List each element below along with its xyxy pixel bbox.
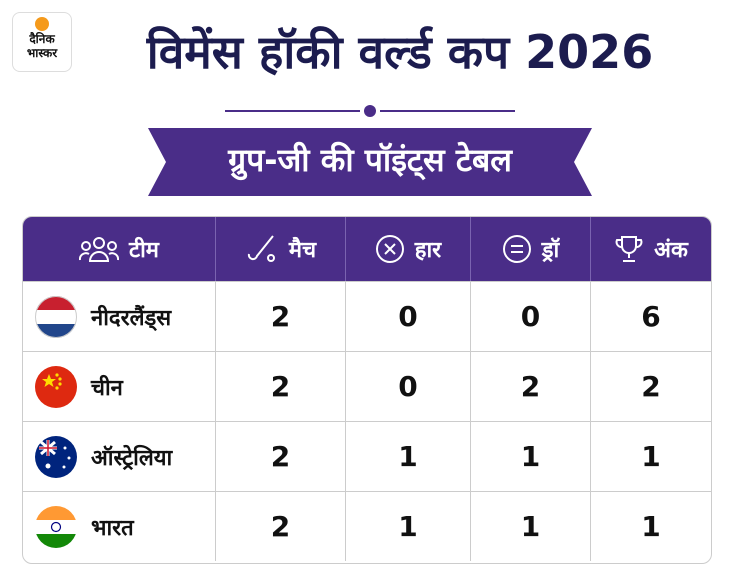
header-text: मैच bbox=[288, 238, 317, 263]
value-cell: 1 bbox=[471, 422, 591, 491]
value-cell: 0 bbox=[346, 352, 471, 421]
icon bbox=[79, 237, 120, 262]
value-cell: 1 bbox=[641, 510, 661, 543]
table-row: नीदरलैंड्स 2 0 0 6 bbox=[23, 281, 711, 351]
value-cell: 0 bbox=[471, 282, 591, 351]
team-cell: चीन bbox=[23, 352, 216, 421]
value-cell: 2 bbox=[216, 352, 346, 421]
table-row: भारत 2 1 1 1 bbox=[23, 491, 711, 561]
value-cell: 1 bbox=[471, 492, 591, 561]
logo-text: भास्कर bbox=[26, 46, 58, 60]
value-cell: 1 bbox=[641, 440, 661, 473]
team-name: नीदरलैंड्स bbox=[91, 305, 172, 331]
value-cell: 0 bbox=[346, 282, 471, 351]
team-name: ऑस्ट्रेलिया bbox=[91, 445, 173, 471]
title: विमेंस हॉकी वर्ल्ड कप 2026 bbox=[146, 25, 654, 79]
header-cell: टीम bbox=[23, 217, 216, 281]
icon bbox=[375, 235, 404, 263]
header-cell: हार bbox=[346, 217, 471, 281]
team-name: भारत bbox=[91, 515, 134, 541]
header-text: अंक bbox=[654, 238, 688, 263]
value-cell: 2 bbox=[641, 370, 661, 403]
value-cell: 2 bbox=[216, 282, 346, 351]
value-cell: 2 bbox=[216, 422, 346, 491]
icon bbox=[247, 235, 275, 262]
flag bbox=[35, 435, 77, 478]
icon bbox=[502, 235, 531, 263]
header-cell: अंक bbox=[591, 217, 711, 281]
header-text: टीम bbox=[129, 238, 159, 263]
team-cell: भारत bbox=[23, 492, 216, 561]
table-row: ऑस्ट्रेलिया 2 1 1 1 bbox=[23, 421, 711, 491]
logo-sun bbox=[35, 17, 49, 31]
team-name: चीन bbox=[91, 375, 123, 401]
value-cell: 2 bbox=[471, 352, 591, 421]
icon bbox=[615, 236, 643, 262]
table-row: चीन 2 0 2 2 bbox=[23, 351, 711, 421]
header-text: हार bbox=[414, 238, 442, 263]
header-cell: ड्रॉ bbox=[471, 217, 591, 281]
header-text: ड्रॉ bbox=[541, 238, 560, 263]
value-cell: 1 bbox=[346, 492, 471, 561]
team-cell: नीदरलैंड्स bbox=[23, 282, 216, 351]
value-cell: 6 bbox=[641, 300, 661, 333]
flag bbox=[35, 505, 77, 548]
value-cell: 2 bbox=[216, 492, 346, 561]
decoration bbox=[148, 105, 592, 196]
points-table: टीम मैच हार ड्रॉ अंक नीदरलैंड्स 2 0 0 6 चीन 2 0… bbox=[22, 216, 712, 564]
flag bbox=[35, 295, 77, 338]
flag bbox=[35, 365, 77, 408]
value-cell: 1 bbox=[346, 422, 471, 491]
team-cell: ऑस्ट्रेलिया bbox=[23, 422, 216, 491]
subtitle: ग्रुप-जी की पॉइंट्स टेबल bbox=[228, 141, 512, 179]
header-cell: मैच bbox=[216, 217, 346, 281]
logo-text: दैनिक bbox=[29, 32, 55, 46]
header-row: टीम मैच हार ड्रॉ अंक bbox=[23, 217, 711, 281]
logo: दैनिक भास्कर bbox=[12, 12, 72, 72]
